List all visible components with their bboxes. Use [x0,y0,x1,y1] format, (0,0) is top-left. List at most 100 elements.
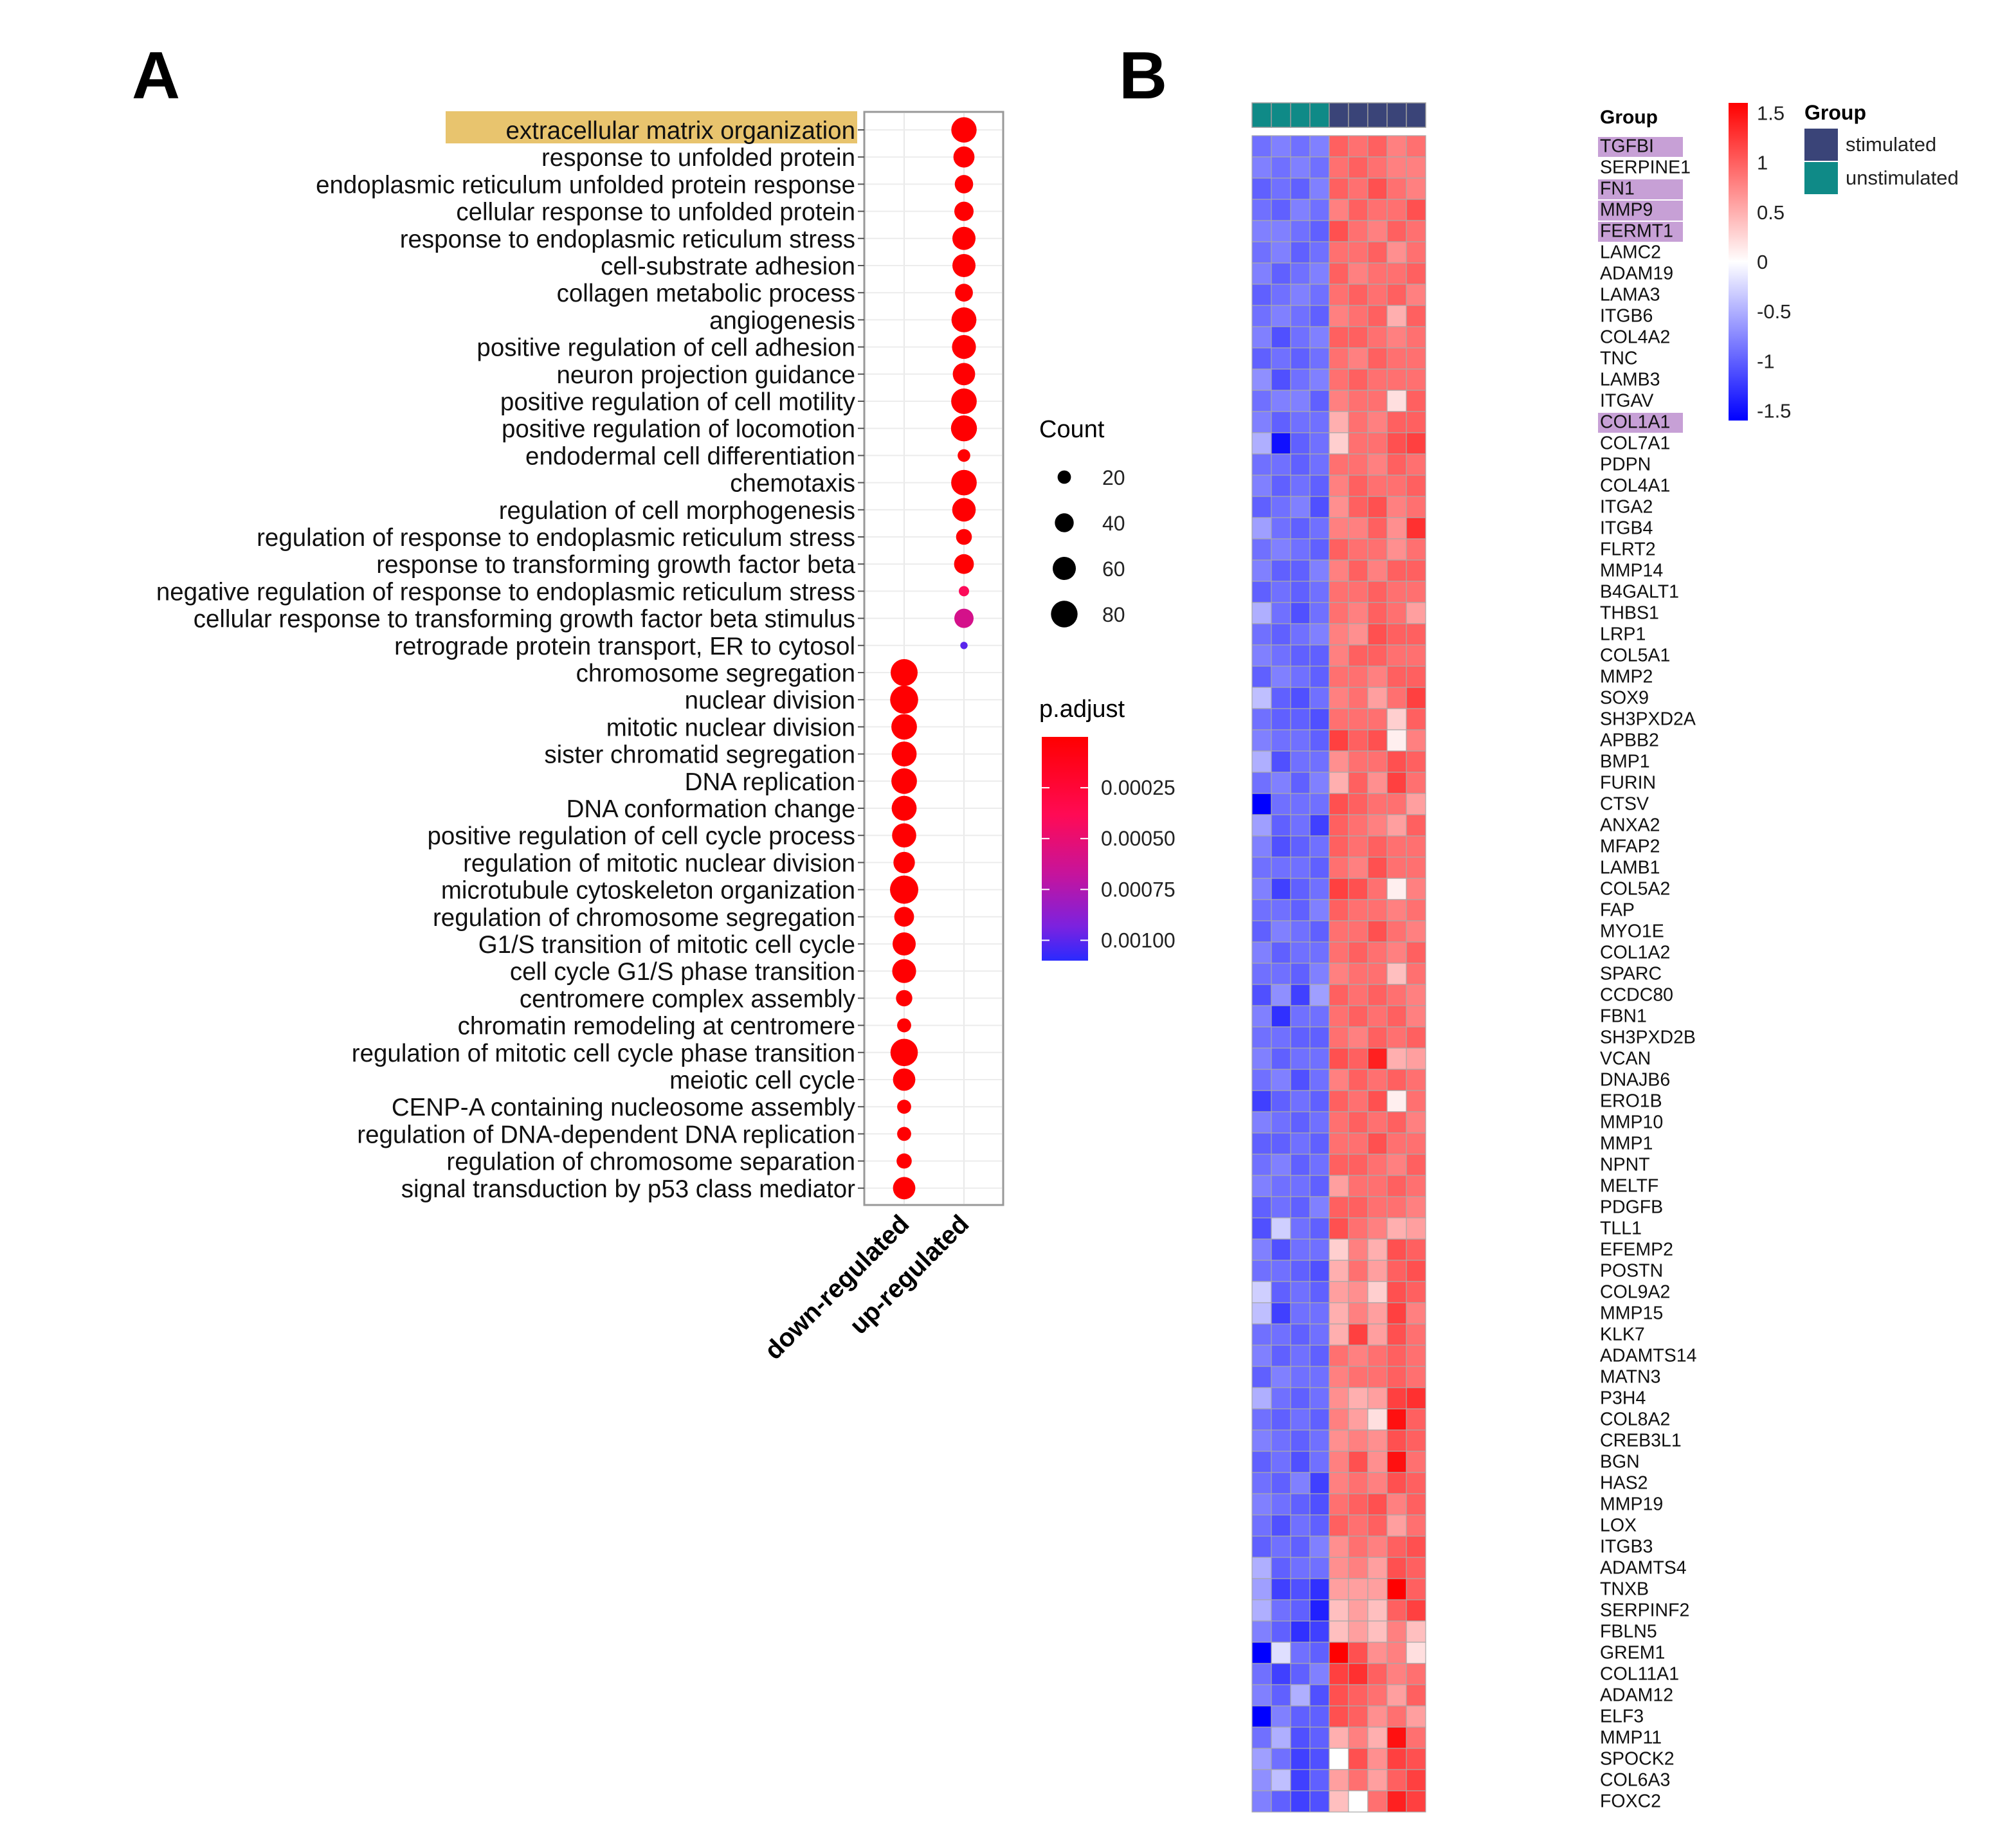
gene-label: MMP15 [1600,1303,1663,1324]
gene-label: TGFBI [1600,136,1654,157]
dot [897,1018,911,1033]
heatmap-cell [1386,899,1407,921]
term-label: chemotaxis [730,470,855,498]
heatmap-cell [1329,708,1349,730]
heatmap-cell [1348,581,1368,603]
heatmap-cell [1367,772,1388,794]
heatmap-cell [1271,1175,1291,1197]
heatmap-cell [1290,602,1311,624]
heatmap-cell [1251,1451,1272,1473]
heatmap-cell [1329,602,1349,624]
heatmap-cell [1348,1429,1368,1452]
heatmap-cell [1348,1345,1368,1367]
heatmap-cell [1367,1069,1388,1091]
gene-label: MYO1E [1600,921,1664,942]
count-legend-label: 20 [1102,466,1125,489]
heatmap-cell [1367,1154,1388,1176]
heatmap-cell [1367,1366,1388,1388]
plot-panel-border [863,111,1004,1206]
heatmap-cell [1386,878,1407,900]
heatmap-cell [1309,963,1330,985]
heatmap-cell [1406,1302,1426,1325]
heatmap-cell [1290,368,1311,391]
gene-label: BGN [1600,1452,1640,1472]
heatmap-cell [1271,1663,1291,1685]
heatmap-cell [1348,538,1368,561]
heatmap-cell [1348,1005,1368,1028]
heatmap-cell [1329,559,1349,582]
heatmap-cell [1329,899,1349,921]
heatmap-cell [1367,453,1388,476]
gene-label: COL11A1 [1600,1664,1679,1685]
heatmap-cell [1406,220,1426,242]
heatmap-cell [1271,1047,1291,1070]
heatmap-cell [1290,432,1311,455]
heatmap-cell [1309,1493,1330,1516]
heatmap-cell [1329,1281,1349,1303]
heatmap-cell [1251,1493,1272,1516]
heatmap-cell [1348,199,1368,221]
dot [891,714,917,740]
heatmap-cell [1348,1748,1368,1770]
term-labels: extracellular matrix organizationrespons… [156,117,856,1203]
heatmap-cell [1348,305,1368,327]
heatmap-cell [1329,1535,1349,1558]
heatmap-cell [1406,581,1426,603]
heatmap-cell [1348,1557,1368,1579]
heatmap-cell [1367,1302,1388,1325]
heatmap-cell [1348,941,1368,964]
heatmap-cell [1329,284,1349,306]
heatmap-cell [1271,156,1291,179]
heatmap-cell [1309,814,1330,837]
heatmap-cell [1309,1323,1330,1346]
dot [951,388,977,414]
heatmap-cell [1271,666,1291,688]
gene-label: SERPINE1 [1600,158,1691,178]
heatmap-cell [1367,750,1388,773]
heatmap-cell [1406,1196,1426,1218]
heatmap-cell [1348,241,1368,264]
gene-label: SERPINF2 [1600,1600,1689,1621]
heatmap-cell [1329,1557,1349,1579]
gene-label: TNC [1600,349,1638,369]
dot [958,449,970,462]
expression-tick-label: 0.5 [1757,201,1785,224]
heatmap-cell [1406,1408,1426,1431]
heatmap-cell [1251,411,1272,433]
heatmap-cell [1309,1154,1330,1176]
heatmap-cell [1367,284,1388,306]
gene-label: FURIN [1600,773,1656,793]
heatmap-cell [1386,1217,1407,1240]
heatmap-cell [1348,1026,1368,1049]
heatmap-cell [1406,156,1426,179]
heatmap-cell [1290,1281,1311,1303]
heatmap-cell [1290,1663,1311,1685]
heatmap-cell [1329,1663,1349,1685]
heatmap-cell [1348,1366,1368,1388]
dot [892,959,916,983]
heatmap-cell [1271,623,1291,646]
group-legend: Group stimulated unstimulated [1804,101,1959,194]
heatmap-cell [1329,135,1349,158]
heatmap-cell [1406,1281,1426,1303]
heatmap-cell [1367,666,1388,688]
heatmap-cell [1329,793,1349,815]
annotation-cell [1290,102,1311,128]
heatmap-cell [1290,1684,1311,1707]
dot [890,1038,918,1067]
heatmap-cell [1386,496,1407,518]
heatmap-cell [1271,517,1291,539]
heatmap-cell [1251,793,1272,815]
heatmap-cell [1290,496,1311,518]
heatmap-cell [1406,1705,1426,1728]
heatmap-cell [1386,1726,1407,1749]
heatmap-cell [1309,1429,1330,1452]
heatmap-cell [1251,453,1272,476]
heatmap-cell [1251,1154,1272,1176]
heatmap-cell [1309,220,1330,242]
heatmap-cell [1386,1047,1407,1070]
heatmap-cell [1309,1642,1330,1664]
heatmap-cell [1329,1323,1349,1346]
heatmap-cell [1329,1345,1349,1367]
heatmap-cell [1309,1514,1330,1537]
